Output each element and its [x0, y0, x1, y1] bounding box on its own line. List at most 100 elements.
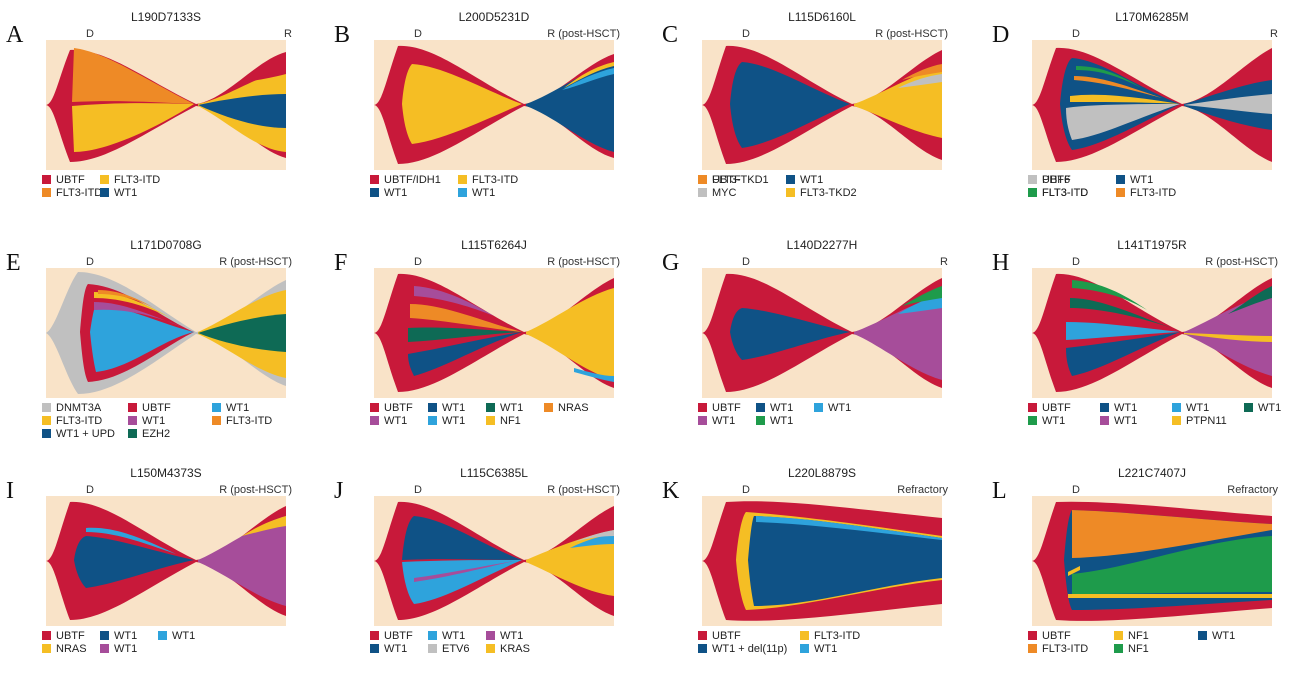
panel-letter: F	[334, 250, 348, 276]
panel-i: I L150M4373S D R (post-HSCT)	[6, 462, 306, 682]
panel-j: J L115C6385L D R (post-HSCT)	[334, 462, 634, 682]
legend-label: UBTF/IDH1	[384, 174, 441, 186]
legend-item: UBTF	[42, 174, 85, 186]
legend-swatch	[42, 644, 51, 653]
legend-item: NRAS	[42, 643, 87, 655]
legend-item: WT1	[428, 402, 465, 414]
legend-label: FLT3-TKD2	[800, 187, 857, 199]
diagnosis-label: D	[414, 28, 422, 40]
legend-item: WT1	[786, 174, 823, 186]
legend-swatch	[1116, 188, 1125, 197]
panel-title: L171D0708G	[130, 238, 202, 252]
clone-wt1	[198, 94, 286, 128]
clone-myc	[898, 74, 942, 88]
legend-swatch	[428, 644, 437, 653]
legend-label: WT1	[1186, 402, 1210, 414]
legend-swatch	[428, 403, 437, 412]
legend-label: UBTF	[712, 630, 741, 642]
legend-label: WT1	[1212, 630, 1236, 642]
legend-label: WT1	[712, 415, 736, 427]
legend-swatch	[800, 644, 809, 653]
legend-item: WT1	[100, 630, 137, 642]
panel-title: L140D2277H	[786, 238, 858, 252]
legend-item: FLT3-ITD	[458, 174, 518, 186]
legend-swatch	[42, 188, 51, 197]
legend-label: FLT3-ITD	[56, 415, 103, 427]
legend-label: NF1	[1128, 643, 1149, 655]
panel-title: L150M4373S	[130, 466, 202, 480]
legend-item: WT1	[370, 415, 407, 427]
legend-label: PTPN11	[1186, 415, 1227, 427]
legend-label: WT1	[114, 643, 138, 655]
diagnosis-label: D	[742, 28, 750, 40]
diagnosis-label: D	[742, 256, 750, 268]
legend-item: WT1	[756, 415, 793, 427]
legend-swatch	[1100, 416, 1109, 425]
legend-item: WT1	[370, 643, 407, 655]
legend-label: WT1	[384, 415, 408, 427]
panel-letter: A	[6, 22, 24, 48]
legend-swatch	[370, 403, 379, 412]
legend-swatch	[100, 644, 109, 653]
legend-label: WT1	[770, 402, 794, 414]
clone-wt1-light	[562, 68, 614, 90]
legend-swatch	[370, 644, 379, 653]
legend-item: WT1	[1116, 174, 1153, 186]
legend-swatch	[1114, 631, 1123, 640]
legend-item: PHF6	[1028, 174, 1070, 186]
legend-item: FLT3-ITD	[800, 630, 860, 642]
relapse-label: R (post-HSCT)	[547, 256, 620, 268]
panel-title: L190D7133S	[130, 10, 202, 24]
legend-label: WT1	[814, 643, 838, 655]
legend-swatch	[698, 403, 707, 412]
legend-item: WT1	[1028, 415, 1065, 427]
legend-label: WT1	[828, 402, 852, 414]
clone-wt1	[526, 64, 614, 152]
legend-label: FLT3-ITD	[56, 187, 103, 199]
fishplot-i	[46, 496, 286, 626]
legend-label: FLT3-ITD	[1042, 187, 1089, 199]
legend-item: FLT3-TKD2	[786, 187, 857, 199]
fishplot-h	[1032, 268, 1272, 398]
legend-label: WT1 + del(11p)	[712, 643, 788, 655]
legend-swatch	[42, 429, 51, 438]
legend-label: WT1	[172, 630, 196, 642]
legend-swatch	[486, 403, 495, 412]
panel-letter: G	[662, 250, 680, 276]
panel-c: C L115D6160L D R (post-HSCT)	[662, 6, 962, 226]
relapse-label: Refractory	[1227, 484, 1278, 496]
legend-swatch	[158, 631, 167, 640]
legend-swatch	[100, 188, 109, 197]
legend-item: WT1	[212, 402, 249, 414]
legend-label: FLT3-ITD	[1130, 187, 1177, 199]
clone-band	[246, 68, 286, 82]
legend-label: WT1	[500, 402, 524, 414]
legend-label: UBTF	[712, 174, 741, 186]
diagnosis-label: D	[86, 484, 94, 496]
legend-swatch	[212, 403, 221, 412]
legend-swatch	[370, 188, 379, 197]
legend-swatch	[544, 403, 553, 412]
legend-label: WT1 + UPD	[56, 428, 115, 440]
legend-label: WT1	[384, 187, 408, 199]
legend-label: WT1	[142, 415, 166, 427]
diagnosis-label: D	[1072, 28, 1080, 40]
legend-item: DNMT3A	[42, 402, 101, 414]
legend-item: UBTF	[370, 630, 413, 642]
relapse-label: R	[940, 256, 948, 268]
legend-label: UBTF	[384, 402, 413, 414]
legend-item: WT1	[1172, 402, 1209, 414]
legend-label: MYC	[712, 187, 737, 199]
legend-item: WT1	[1100, 402, 1137, 414]
panel-letter: D	[992, 22, 1010, 48]
legend-swatch	[698, 416, 707, 425]
legend-label: FLT3-ITD	[1042, 187, 1089, 199]
legend-label: WT1	[1114, 415, 1138, 427]
legend-item: FLT3-ITD	[42, 415, 102, 427]
legend-label: UBTF	[384, 630, 413, 642]
legend-swatch	[42, 416, 51, 425]
legend-swatch	[1172, 403, 1181, 412]
legend-swatch	[1028, 644, 1037, 653]
legend-label: FLT3-ITD	[1042, 643, 1089, 655]
legend-item: WT1	[158, 630, 195, 642]
